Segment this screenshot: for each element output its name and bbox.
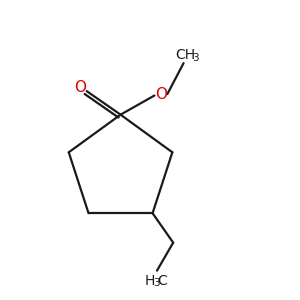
- Text: O: O: [155, 87, 167, 102]
- Text: C: C: [157, 274, 167, 288]
- Text: CH: CH: [175, 49, 195, 62]
- Text: 3: 3: [153, 278, 159, 288]
- Text: H: H: [144, 274, 155, 288]
- Text: 3: 3: [192, 53, 199, 63]
- Text: O: O: [74, 80, 86, 95]
